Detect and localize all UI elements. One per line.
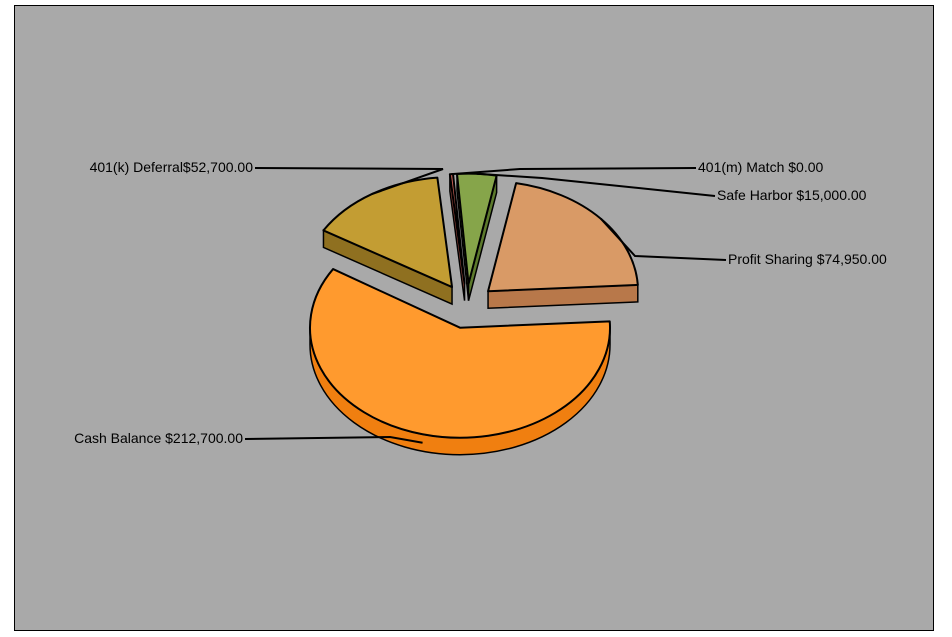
- leader-line-cash-balance: [244, 435, 423, 444]
- slice-cash-balance: [309, 268, 612, 439]
- pie-tops: [309, 172, 639, 439]
- label-cash-balance: Cash Balance $212,700.00: [74, 430, 243, 446]
- label-401-k-deferral: 401(k) Deferral$52,700.00: [90, 159, 254, 175]
- label-401-m-match: 401(m) Match $0.00: [698, 159, 823, 175]
- leader-line-profit-sharing: [600, 218, 727, 261]
- leader-line-safe-harbor: [476, 172, 716, 197]
- pie-chart: 401(k) Deferral$52,700.00 401(m) Match $0…: [74, 159, 887, 456]
- pie-labels: 401(k) Deferral$52,700.00 401(m) Match $0…: [74, 159, 887, 446]
- label-profit-sharing: Profit Sharing $74,950.00: [728, 251, 887, 267]
- slice-401-k-deferral: [322, 176, 454, 289]
- leader-line-401-m-match: [451, 167, 697, 176]
- chart-frame: 401(k) Deferral$52,700.00 401(m) Match $0…: [14, 5, 934, 631]
- leader-line-401-k-deferral: [254, 167, 444, 196]
- label-safe-harbor: Safe Harbor $15,000.00: [717, 187, 867, 203]
- slice-profit-sharing: [487, 182, 639, 293]
